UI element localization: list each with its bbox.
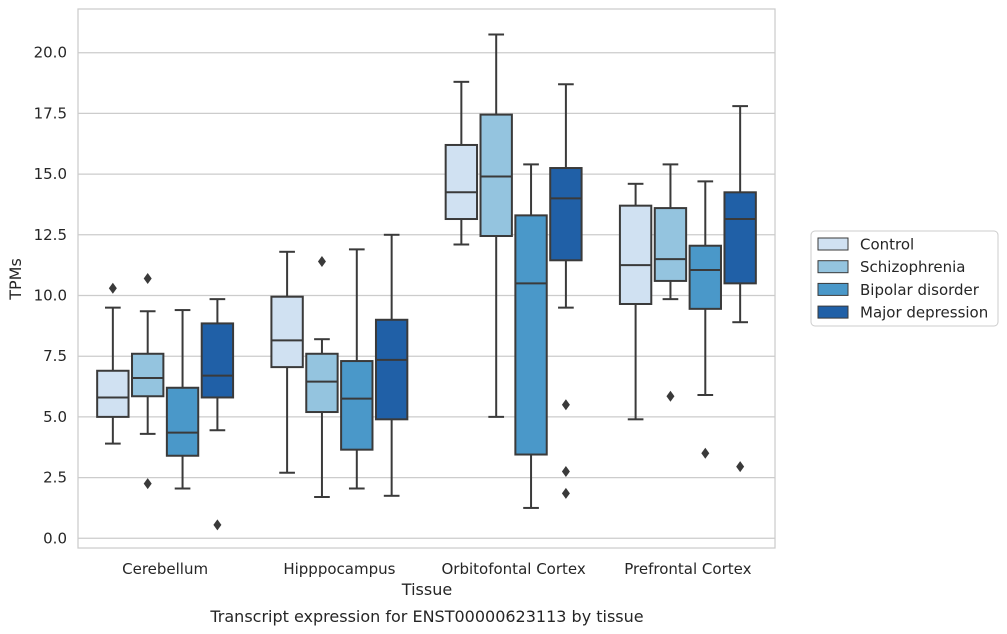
box <box>618 204 653 305</box>
box-group <box>549 83 583 499</box>
outlier-point <box>317 256 326 268</box>
y-tick-label: 2.5 <box>43 469 67 487</box>
x-tick-label: Prefrontal Cortex <box>624 560 751 578</box>
box <box>514 214 548 456</box>
box-group <box>479 33 513 418</box>
outlier-point <box>561 399 570 411</box>
y-tick-labels: 0.0 2.5 5.0 7.5 10.0 12.5 15.0 17.5 20.0 <box>34 44 67 548</box>
outlier-point <box>561 487 570 499</box>
legend-frame <box>810 230 999 327</box>
y-axis-label: TPMs <box>6 258 25 301</box>
box <box>165 386 200 457</box>
legend-label: Schizophrenia <box>860 258 965 276</box>
box <box>270 295 304 369</box>
y-tick-label: 0.0 <box>43 529 67 547</box>
legend-swatch <box>817 260 849 274</box>
x-tick-labels: Cerebellum Hipppocampus Orbitofontal Corte… <box>122 560 751 578</box>
x-axis-label: Tissue <box>401 580 452 599</box>
box <box>340 360 374 451</box>
legend-label: Major depression <box>860 304 988 322</box>
plot-frame <box>77 8 776 549</box>
box-group <box>131 273 165 490</box>
box <box>549 167 583 262</box>
legend: Control Schizophrenia Bipolar disorder Majo… <box>810 230 999 327</box>
box-groups <box>96 33 757 531</box>
box <box>723 191 757 285</box>
box-group <box>514 163 548 509</box>
outlier-point <box>736 461 745 473</box>
outlier-point <box>143 273 152 284</box>
y-tick-label: 7.5 <box>43 347 67 365</box>
box <box>444 143 479 221</box>
box-group <box>653 163 688 402</box>
box <box>96 369 130 418</box>
box-group <box>270 250 304 474</box>
box <box>131 352 165 398</box>
box-group <box>96 282 130 445</box>
box-group <box>723 105 757 473</box>
box-group <box>374 233 409 497</box>
box <box>479 113 513 238</box>
box <box>200 322 235 399</box>
box-group <box>340 248 374 490</box>
legend-swatch <box>817 282 849 296</box>
box-group <box>200 298 235 531</box>
box-group <box>305 256 339 499</box>
box-group <box>618 182 653 421</box>
y-tick-label: 17.5 <box>34 104 67 122</box>
legend-label: Bipolar disorder <box>860 281 980 299</box>
outlier-point <box>561 466 570 478</box>
y-tick-label: 15.0 <box>34 165 67 183</box>
outlier-point <box>666 390 675 402</box>
chart-caption: Transcript expression for ENST0000062311… <box>209 607 643 626</box>
y-tick-label: 20.0 <box>34 44 67 62</box>
y-tick-label: 5.0 <box>43 408 67 426</box>
box-group <box>165 309 200 490</box>
y-tick-label: 10.0 <box>34 286 67 304</box>
box <box>374 318 409 421</box>
outlier-point <box>108 282 117 294</box>
box <box>653 207 688 282</box>
x-tick-label: Hipppocampus <box>283 560 395 578</box>
box-group <box>688 180 722 459</box>
y-tick-label: 12.5 <box>34 226 67 244</box>
x-tick-label: Cerebellum <box>122 560 208 578</box>
legend-swatch <box>817 305 849 319</box>
outlier-point <box>701 447 710 459</box>
outlier-point <box>143 478 152 490</box>
box <box>688 244 722 310</box>
box-group <box>444 80 479 246</box>
box <box>305 352 339 414</box>
outlier-point <box>213 519 222 531</box>
x-tick-label: Orbitofontal Cortex <box>442 560 586 578</box>
legend-label: Control <box>860 236 914 254</box>
legend-swatch <box>817 237 849 251</box>
